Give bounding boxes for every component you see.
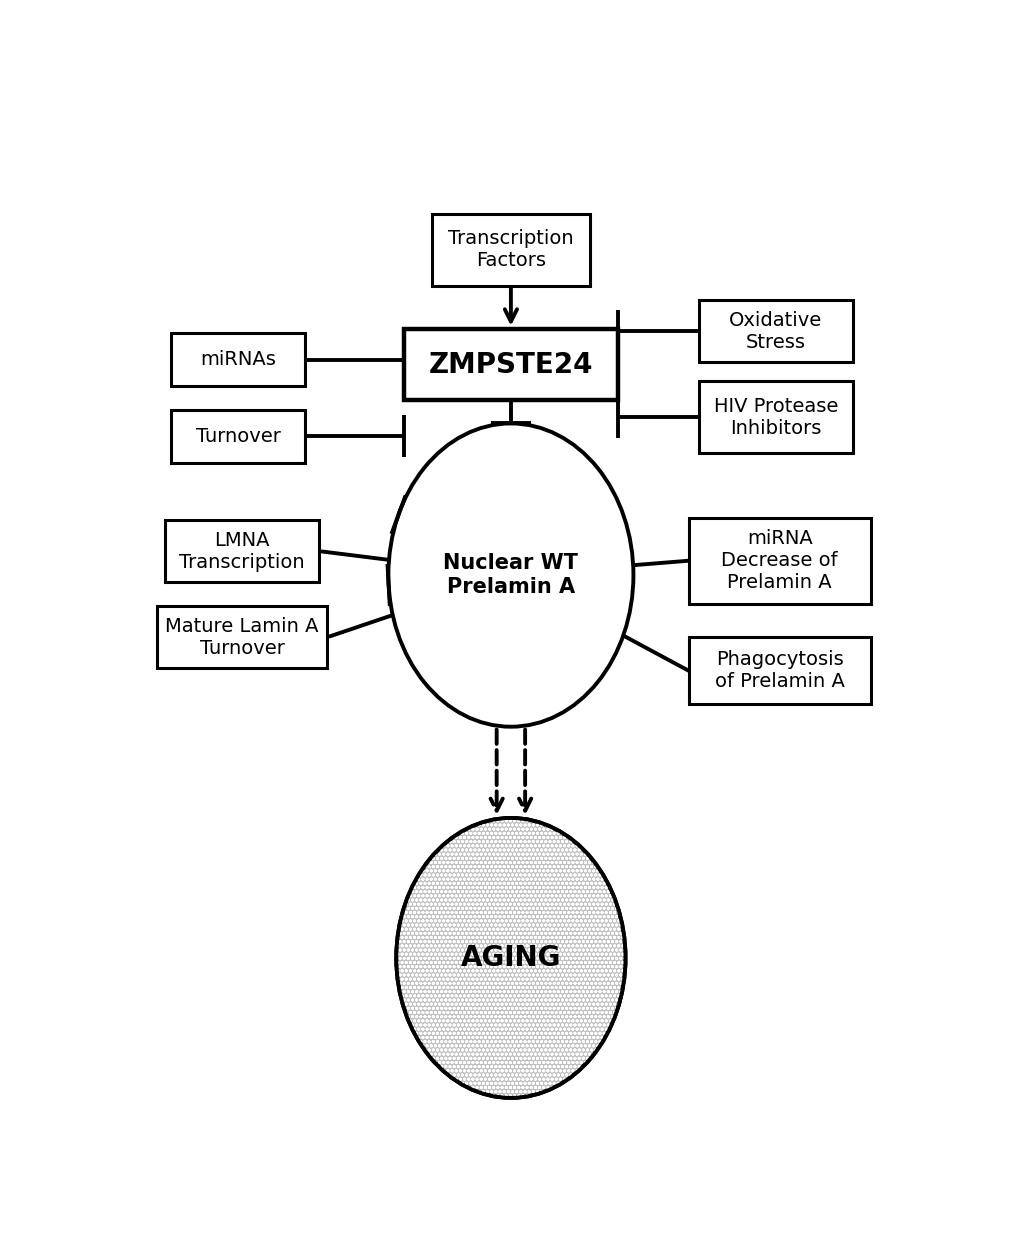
Text: Turnover: Turnover	[196, 426, 280, 446]
Text: Mature Lamin A
Turnover: Mature Lamin A Turnover	[165, 617, 319, 658]
FancyBboxPatch shape	[698, 300, 852, 362]
Text: miRNA
Decrease of
Prelamin A: miRNA Decrease of Prelamin A	[720, 530, 838, 592]
Text: miRNAs: miRNAs	[200, 351, 276, 369]
Text: ZMPSTE24: ZMPSTE24	[428, 351, 593, 379]
Text: Oxidative
Stress: Oxidative Stress	[729, 311, 821, 352]
Text: AGING: AGING	[461, 943, 560, 972]
FancyBboxPatch shape	[404, 328, 618, 400]
FancyBboxPatch shape	[157, 607, 327, 669]
Ellipse shape	[388, 424, 633, 727]
FancyBboxPatch shape	[171, 410, 305, 462]
Text: HIV Protease
Inhibitors: HIV Protease Inhibitors	[713, 397, 837, 438]
FancyBboxPatch shape	[688, 638, 870, 705]
Text: LMNA
Transcription: LMNA Transcription	[179, 531, 305, 572]
FancyBboxPatch shape	[431, 214, 589, 286]
Text: Nuclear WT
Prelamin A: Nuclear WT Prelamin A	[443, 553, 578, 597]
FancyBboxPatch shape	[165, 520, 319, 582]
FancyBboxPatch shape	[698, 382, 852, 452]
Text: Transcription
Factors: Transcription Factors	[447, 229, 573, 270]
Ellipse shape	[396, 818, 625, 1098]
FancyBboxPatch shape	[688, 517, 870, 604]
Text: Phagocytosis
of Prelamin A: Phagocytosis of Prelamin A	[714, 650, 844, 691]
FancyBboxPatch shape	[171, 333, 305, 387]
